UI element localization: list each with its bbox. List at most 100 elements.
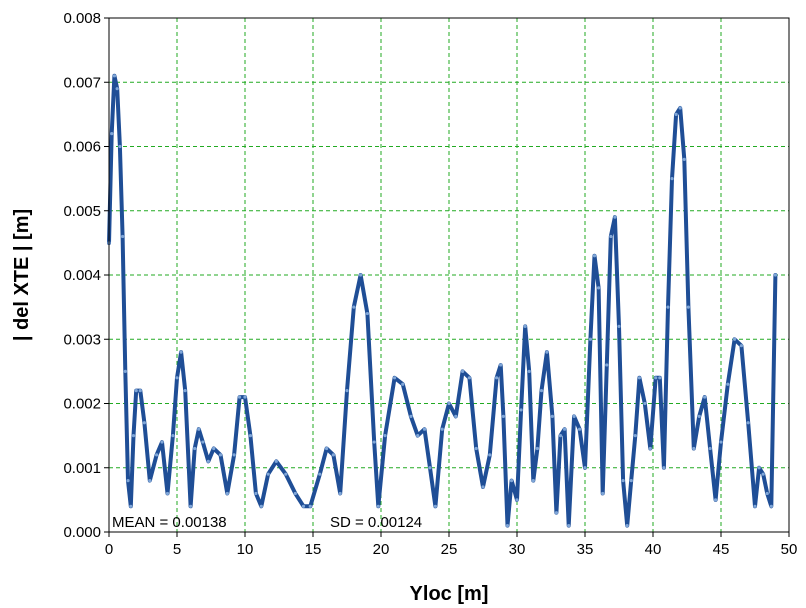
data-point	[325, 446, 329, 451]
data-point	[637, 376, 642, 380]
x-tick-label: 20	[373, 541, 390, 558]
data-point	[112, 74, 117, 78]
data-point	[293, 491, 297, 496]
data-point	[416, 434, 420, 438]
data-point	[692, 446, 696, 451]
data-point	[308, 504, 312, 508]
y-tick-label: 0.006	[63, 139, 101, 156]
data-point	[558, 434, 563, 438]
data-point	[682, 157, 686, 161]
y-axis-ticks: 0.000 0.001 0.002 0.003 0.004 0.005 0.006 0.007…	[63, 10, 109, 541]
data-point	[171, 434, 175, 438]
data-point	[232, 453, 236, 457]
data-point	[467, 376, 471, 380]
data-point	[352, 305, 356, 309]
data-point	[621, 479, 625, 483]
x-tick-label: 40	[645, 541, 662, 558]
x-axis-ticks: 0 5 10 15 20 25 30 35 40 45 50	[105, 532, 798, 558]
data-point	[433, 504, 437, 508]
data-point	[118, 144, 122, 149]
data-point	[134, 389, 138, 393]
x-tick-label: 25	[441, 541, 458, 558]
data-point	[648, 446, 652, 451]
data-point	[123, 369, 127, 373]
data-point	[523, 324, 527, 328]
data-point	[110, 132, 114, 136]
data-point	[719, 440, 723, 444]
data-point	[554, 511, 559, 515]
data-point	[678, 106, 682, 110]
data-point	[243, 395, 247, 399]
y-tick-label: 0.003	[63, 331, 101, 348]
y-tick-label: 0.004	[63, 267, 101, 284]
x-tick-label: 35	[577, 541, 594, 558]
data-point	[301, 504, 306, 508]
data-point	[440, 427, 444, 431]
data-point	[577, 427, 582, 431]
data-point	[658, 376, 662, 380]
data-point	[531, 479, 535, 483]
data-point	[474, 446, 478, 451]
data-point	[225, 491, 229, 496]
data-point	[708, 446, 712, 451]
y-tick-label: 0.001	[63, 460, 101, 477]
data-point	[155, 453, 159, 457]
data-point	[175, 376, 179, 380]
data-point	[550, 414, 554, 418]
data-point	[746, 421, 750, 425]
data-point	[237, 395, 242, 399]
x-tick-label: 50	[781, 541, 798, 558]
y-tick-label: 0.000	[63, 524, 101, 541]
data-point	[183, 389, 187, 393]
data-point	[129, 504, 133, 508]
mean-annotation: MEAN = 0.00138	[112, 514, 227, 531]
data-point	[769, 504, 773, 508]
data-point	[481, 485, 485, 489]
data-point	[713, 498, 718, 502]
x-tick-label: 0	[105, 541, 113, 558]
data-point	[509, 479, 514, 483]
data-point	[592, 254, 597, 258]
data-point	[218, 453, 223, 457]
data-point	[773, 273, 778, 277]
y-tick-label: 0.008	[63, 10, 101, 27]
data-point	[206, 459, 210, 463]
y-tick-label: 0.005	[63, 203, 101, 220]
chart-series	[107, 73, 778, 528]
data-point	[488, 453, 492, 457]
data-point	[372, 440, 376, 444]
data-point	[686, 305, 690, 309]
data-point	[625, 523, 629, 528]
data-point	[643, 401, 647, 406]
x-tick-label: 10	[237, 541, 254, 558]
data-point	[131, 434, 136, 438]
x-tick-label: 15	[305, 541, 322, 558]
data-point	[629, 479, 633, 483]
y-tick-label: 0.007	[63, 74, 101, 91]
data-point	[703, 395, 707, 399]
data-point	[365, 311, 369, 316]
data-point	[189, 504, 193, 508]
data-point	[284, 472, 288, 476]
y-tick-label: 0.002	[63, 396, 101, 413]
data-point	[121, 234, 125, 239]
data-point	[761, 472, 765, 476]
data-point	[376, 504, 380, 508]
data-point	[165, 491, 170, 496]
data-point	[674, 112, 678, 116]
data-point	[359, 273, 363, 277]
data-point	[266, 472, 270, 476]
data-point	[331, 453, 335, 457]
data-point	[197, 427, 201, 431]
x-axis-title: Yloc [m]	[410, 583, 489, 605]
data-point	[739, 344, 744, 348]
data-point	[274, 459, 278, 463]
data-point	[393, 376, 397, 380]
data-point	[461, 369, 465, 373]
data-point	[633, 434, 637, 438]
data-point	[670, 177, 674, 181]
data-point	[142, 421, 146, 425]
data-point	[726, 382, 730, 386]
data-point	[757, 466, 761, 470]
data-point	[617, 324, 621, 328]
